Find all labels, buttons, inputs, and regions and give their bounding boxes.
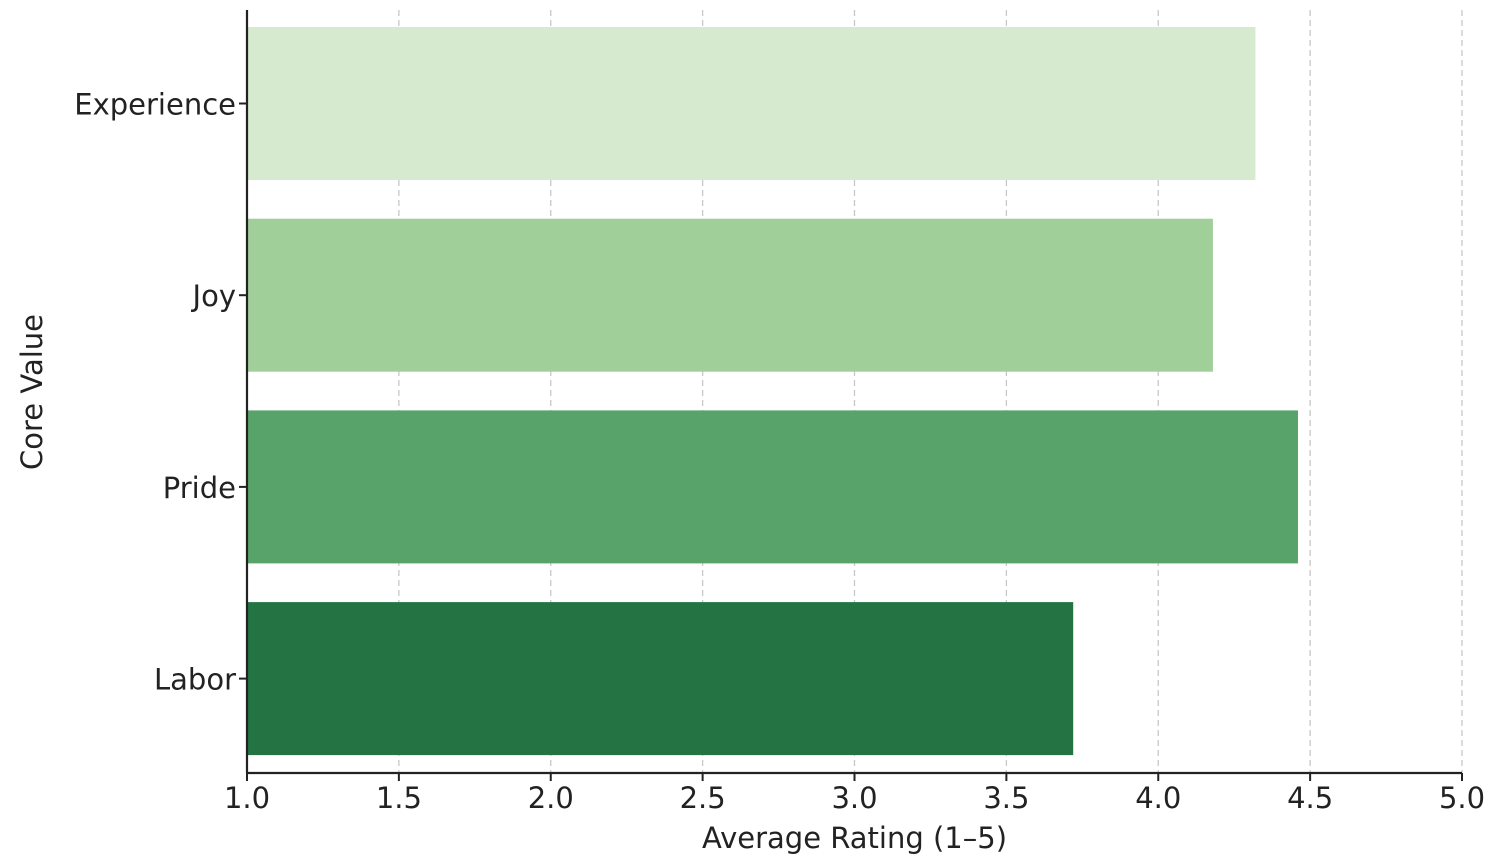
y-axis-label: Core Value — [15, 314, 49, 470]
category-label-joy: Joy — [191, 279, 236, 313]
x-tick-label: 2.0 — [528, 781, 574, 815]
x-tick-label: 2.5 — [680, 781, 726, 815]
x-tick-label: 4.0 — [1135, 781, 1181, 815]
x-axis-label: Average Rating (1–5) — [702, 821, 1007, 855]
x-tick-label: 5.0 — [1439, 781, 1485, 815]
category-label-experience: Experience — [74, 88, 236, 122]
x-tick-label: 4.5 — [1287, 781, 1333, 815]
x-tick-label: 3.0 — [831, 781, 877, 815]
bar-experience — [247, 27, 1256, 180]
x-tick-label: 1.0 — [224, 781, 270, 815]
x-tick-label: 1.5 — [376, 781, 422, 815]
bar-labor — [247, 602, 1074, 756]
bar-joy — [247, 218, 1213, 372]
x-tick-label: 3.5 — [983, 781, 1029, 815]
y-axis-ticks: Experience Joy Pride Labor — [74, 88, 247, 697]
x-axis-ticks: 1.0 1.5 2.0 2.5 3.0 3.5 4.0 4.5 5.0 — [224, 773, 1485, 815]
category-label-labor: Labor — [154, 663, 236, 697]
category-label-pride: Pride — [163, 471, 236, 505]
bar-pride — [247, 410, 1298, 564]
bars — [247, 27, 1298, 756]
